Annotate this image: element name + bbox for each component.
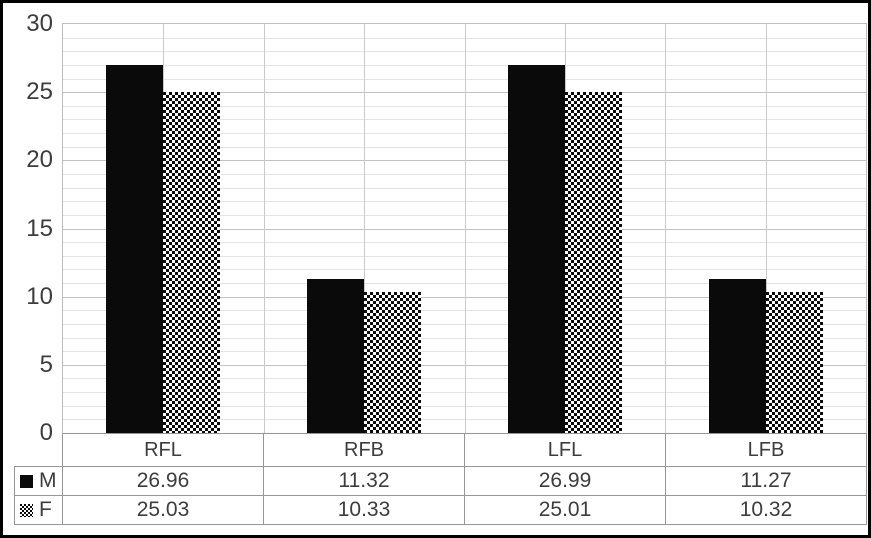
category-label-lfl: LFL [464,433,666,467]
y-tick-label: 20 [26,146,53,174]
category-label-rfl: RFL [62,433,264,467]
legend-key-f: F [14,495,63,525]
value-m-lfl: 26.99 [464,466,666,496]
bar-m-lfb [708,279,766,433]
value-f-lfl: 25.01 [464,495,666,525]
legend-key-m: M [14,466,63,496]
y-tick-label: 25 [26,78,53,106]
bar-m-rfb [307,279,365,433]
vertical-gridline [464,24,466,433]
y-tick-label: 10 [26,282,53,310]
value-m-rfl: 26.96 [62,466,264,496]
bar-f-lfl [564,92,622,433]
bar-f-rfl [163,92,221,433]
y-tick-label: 30 [26,10,53,37]
category-label-lfb: LFB [665,433,867,467]
bar-m-rfl [106,65,164,433]
category-header-row: RFL RFB LFL LFB [15,433,867,467]
value-f-rfl: 25.03 [62,495,264,525]
series-name-m: M [39,469,57,492]
checker-square-swatch-icon [20,504,33,517]
bar-m-lfl [507,65,565,433]
value-m-lfb: 11.27 [665,466,867,496]
solid-square-swatch-icon [20,475,33,488]
vertical-gridline [263,24,265,433]
y-tick-label: 5 [39,350,53,378]
data-table: RFL RFB LFL LFB M 26.96 11.32 26.99 11.2… [14,433,867,525]
plot-area [62,23,867,434]
series-name-f: F [39,498,52,521]
value-f-lfb: 10.32 [665,495,867,525]
bar-f-lfb [765,292,823,433]
vertical-gridline [765,24,767,433]
category-label-rfb: RFB [263,433,465,467]
y-tick-label: 0 [39,419,53,446]
table-corner-cell [15,434,63,467]
bar-f-rfb [364,292,422,433]
y-tick-label: 15 [26,214,53,242]
series-row-m: M 26.96 11.32 26.99 11.27 [14,466,867,496]
value-m-rfb: 11.32 [263,466,465,496]
vertical-gridline [665,24,667,433]
vertical-gridline [364,24,366,433]
value-f-rfb: 10.33 [263,495,465,525]
series-row-f: F 25.03 10.33 25.01 10.32 [14,495,867,525]
